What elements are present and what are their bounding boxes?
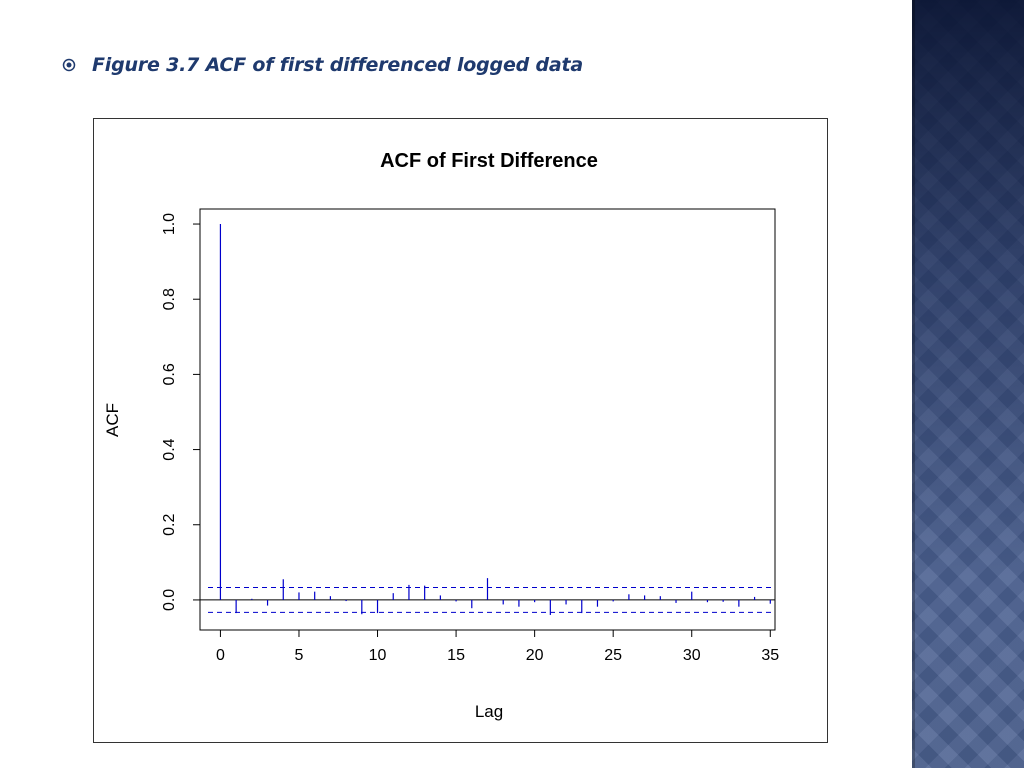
- y-tick-label-0.8: 0.8: [161, 288, 178, 310]
- y-tick-label-0.6: 0.6: [161, 363, 178, 385]
- chart-title: ACF of First Difference: [380, 150, 598, 172]
- y-axis-label: ACF: [103, 403, 122, 437]
- x-tick-label-5: 5: [295, 647, 304, 664]
- plot-border: [199, 208, 776, 631]
- x-tick-label-0: 0: [216, 647, 225, 664]
- x-tick-label-35: 35: [761, 647, 779, 664]
- decorative-side-panel: [912, 0, 1024, 768]
- y-tick-label-0.2: 0.2: [161, 514, 178, 536]
- x-tick-label-20: 20: [526, 647, 544, 664]
- chart-frame: ACF of First Difference Lag ACF 0 5 10 15 20…: [93, 118, 828, 743]
- caption-row: Figure 3.7 ACF of first differenced logg…: [62, 50, 583, 80]
- x-tick-label-25: 25: [604, 647, 622, 664]
- plot-area: 0 5 10 15 20 25 30 35 0.0 0.2 0.4 0.6 0.8 1.0: [161, 208, 779, 664]
- x-tick-label-30: 30: [683, 647, 701, 664]
- side-panel-edge: [912, 0, 915, 768]
- x-axis-label: Lag: [475, 702, 503, 721]
- figure-caption: Figure 3.7 ACF of first differenced logg…: [92, 54, 583, 76]
- y-tick-label-0.0: 0.0: [161, 589, 178, 611]
- x-tick-label-15: 15: [447, 647, 465, 664]
- y-tick-label-1.0: 1.0: [161, 213, 178, 235]
- circled-dot-icon: [62, 58, 76, 72]
- y-tick-label-0.4: 0.4: [161, 438, 178, 460]
- acf-chart: ACF of First Difference Lag ACF 0 5 10 15 20…: [103, 150, 779, 721]
- x-tick-label-10: 10: [369, 647, 387, 664]
